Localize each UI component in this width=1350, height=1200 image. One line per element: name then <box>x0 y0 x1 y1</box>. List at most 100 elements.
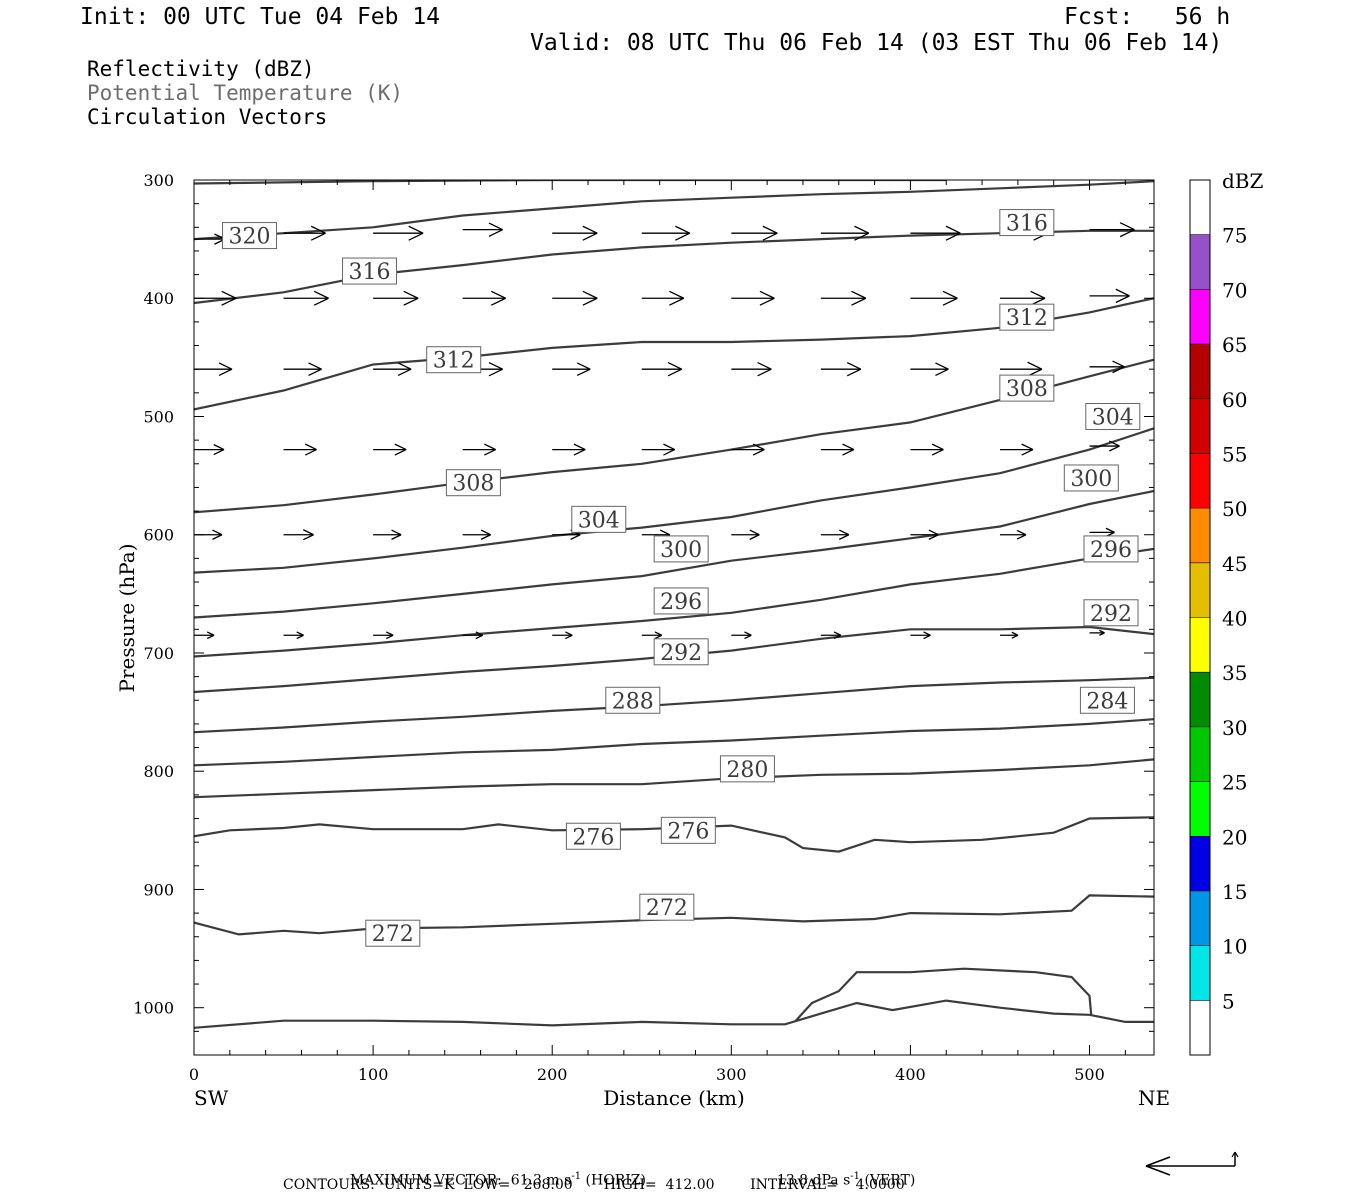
circulation-vector <box>194 362 233 377</box>
colorbar-segment <box>1190 180 1210 235</box>
circulation-vector <box>552 225 598 241</box>
colorbar-label: 55 <box>1222 442 1247 466</box>
svg-text:316: 316 <box>349 260 391 285</box>
colorbar-label: 70 <box>1222 278 1247 302</box>
circulation-vector <box>194 444 225 456</box>
contour-280 <box>194 758 1154 799</box>
circulation-vector <box>731 443 765 456</box>
colorbar-label: 35 <box>1222 661 1247 685</box>
colorbar-segment <box>1190 1000 1210 1055</box>
circulation-vector <box>552 290 598 306</box>
circulation-vector <box>552 443 586 456</box>
contour-label: 316 <box>999 209 1055 237</box>
circulation-vector <box>910 225 961 241</box>
contour-288 <box>194 676 1154 734</box>
contour-label: 296 <box>1083 535 1139 563</box>
y-tick-label: 300 <box>143 171 174 190</box>
svg-text:296: 296 <box>660 590 702 615</box>
svg-text:304: 304 <box>1092 405 1134 430</box>
circulation-vector <box>462 443 496 456</box>
legend-potential-temperature: Potential Temperature (K) <box>87 81 404 105</box>
circulation-vector <box>910 529 939 540</box>
contour-label: 284 <box>1079 686 1135 714</box>
contour-label: 288 <box>605 686 661 714</box>
contour-label: 300 <box>653 535 709 563</box>
circulation-vector <box>820 529 850 540</box>
contour-label: 312 <box>426 346 482 374</box>
circulation-vector <box>820 290 867 306</box>
circulation-vector <box>641 631 663 640</box>
circulation-vector <box>820 361 862 377</box>
circulation-vector <box>194 233 226 245</box>
y-axis-label: Pressure (hPa) <box>115 544 139 693</box>
contour-label: 272 <box>639 893 695 921</box>
circulation-vector <box>1089 288 1130 304</box>
max-vector-label: MAXIMUM VECTOR: <box>349 1172 502 1189</box>
svg-text:312: 312 <box>433 349 475 374</box>
svg-text:272: 272 <box>372 922 414 947</box>
contour-label: 276 <box>565 822 621 850</box>
circulation-vector <box>194 631 215 640</box>
colorbar-label: 45 <box>1222 552 1247 576</box>
colorbar-segment <box>1190 508 1210 563</box>
vert-exponent: -1 <box>850 1171 861 1182</box>
contour-label: 300 <box>1063 464 1119 492</box>
circulation-vector <box>910 290 958 306</box>
contour-304 <box>194 427 1154 574</box>
colorbar-segment <box>1190 398 1210 454</box>
x-tick-label: 500 <box>1074 1065 1105 1084</box>
horiz-vector-value: 61.3 m s <box>510 1172 572 1189</box>
circulation-vector <box>373 362 412 377</box>
x-tick-label: 0 <box>189 1065 199 1084</box>
svg-text:284: 284 <box>1086 689 1128 714</box>
colorbar-segment <box>1190 726 1210 782</box>
colorbar-title: dBZ <box>1222 169 1264 193</box>
circulation-vector <box>283 290 329 306</box>
y-tick-label: 900 <box>143 880 174 899</box>
contour-label: 308 <box>445 469 501 497</box>
colorbar-segment <box>1190 890 1210 946</box>
colorbar-label: 20 <box>1222 825 1247 849</box>
circulation-vector <box>373 631 394 640</box>
colorbar-label: 40 <box>1222 607 1247 631</box>
contour-label: 276 <box>660 816 716 844</box>
x-tick-label: 100 <box>358 1065 389 1084</box>
svg-text:296: 296 <box>1090 538 1132 563</box>
colorbar-segment <box>1190 562 1210 618</box>
svg-text:276: 276 <box>572 825 614 850</box>
contour-272 <box>794 967 1093 1022</box>
circulation-vector <box>820 631 842 640</box>
circulation-vector <box>552 362 591 377</box>
circulation-vector <box>1089 360 1125 374</box>
horiz-exponent: -1 <box>571 1171 582 1182</box>
colorbar-segment <box>1190 234 1210 290</box>
contour-296 <box>194 547 1154 658</box>
contour-label: 296 <box>653 587 709 615</box>
colorbar-segment <box>1190 781 1210 837</box>
colorbar-segment <box>1190 617 1210 673</box>
vert-vector-value: 13.8 dPa s <box>776 1172 851 1189</box>
colorbar-label: 10 <box>1222 935 1247 959</box>
contour-284 <box>194 718 1154 767</box>
circulation-vector <box>910 362 949 377</box>
colorbar-label: 15 <box>1222 880 1247 904</box>
contour-320 <box>194 180 1154 241</box>
circulation-vector <box>462 290 506 306</box>
y-tick-label: 800 <box>143 762 174 781</box>
circulation-vector <box>731 361 772 377</box>
y-tick-label: 600 <box>143 526 174 545</box>
circulation-vector <box>731 529 760 540</box>
contour-label: 272 <box>365 919 421 947</box>
colorbar-label: 50 <box>1222 497 1247 521</box>
legend-circulation-vectors: Circulation Vectors <box>87 105 328 129</box>
colorbar-label: 65 <box>1222 333 1247 357</box>
contour-276 <box>194 816 1154 853</box>
contour-label: 304 <box>1085 402 1141 430</box>
colorbar-segment <box>1190 289 1210 345</box>
contour-300 <box>194 489 1154 619</box>
plot-frame <box>193 179 1155 1056</box>
contour-label: 312 <box>999 303 1055 331</box>
contour-label: 320 <box>222 222 278 250</box>
y-tick-label: 500 <box>143 407 174 426</box>
contour-label: 292 <box>653 638 709 666</box>
